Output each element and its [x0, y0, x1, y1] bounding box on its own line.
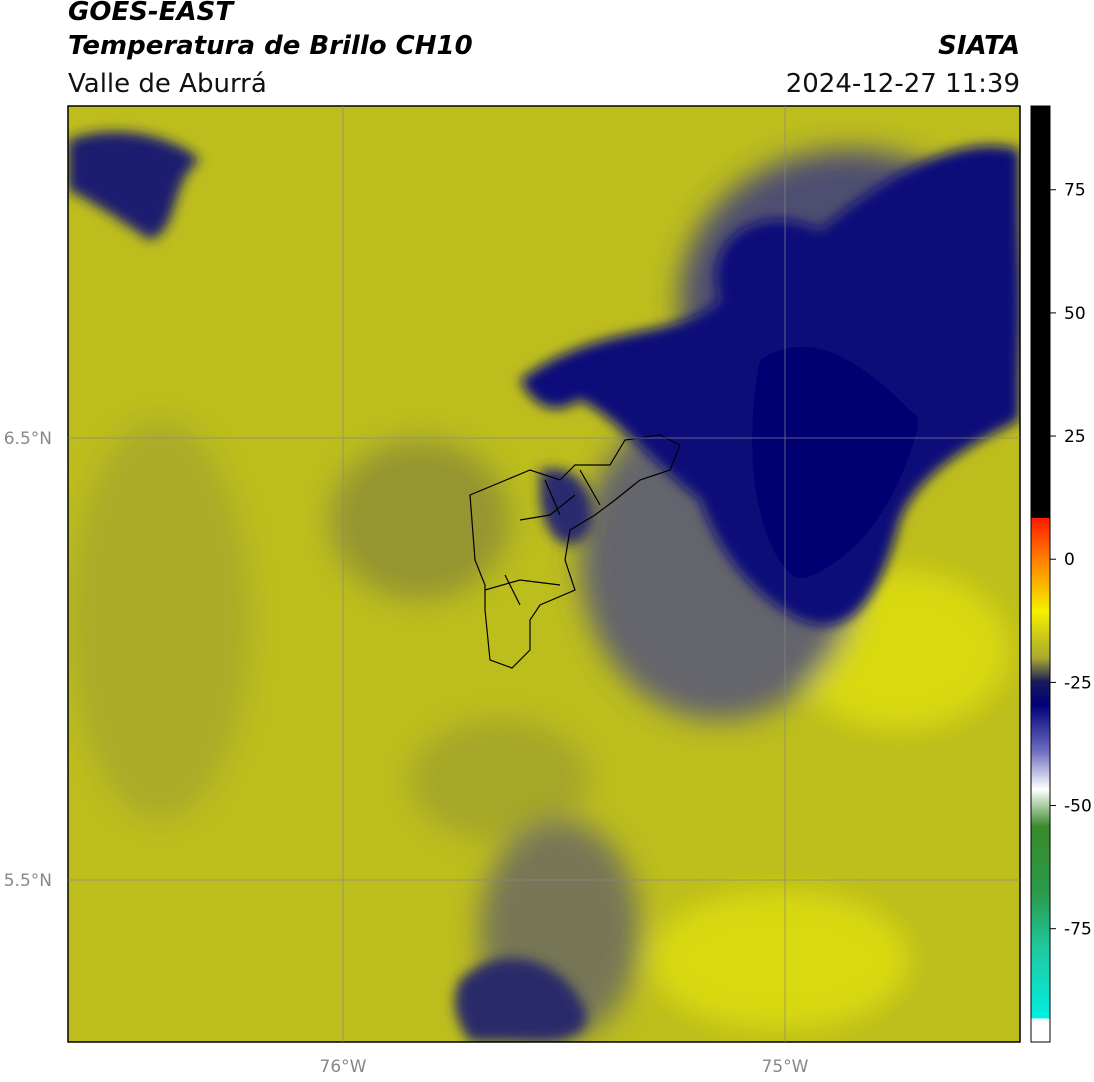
subtitle: Temperatura de Brillo CH10 [68, 31, 473, 61]
graticule [68, 106, 1020, 1042]
map-frame [67, 105, 1021, 1043]
datetime: 2024-12-27 11:39 [786, 69, 1020, 99]
source: SIATA [938, 31, 1020, 61]
lat-label: 6.5°N [4, 429, 52, 449]
colorbar-tick-label: -25 [1064, 673, 1092, 693]
colorbar-tick-label: 50 [1064, 304, 1086, 324]
lat-label: 5.5°N [4, 871, 52, 891]
lon-label: 75°W [762, 1057, 809, 1077]
colorbar-tick-label: 0 [1064, 550, 1075, 570]
satellite-field [68, 106, 1020, 1042]
title: GOES-EAST [68, 0, 235, 27]
colorbar-tick-label: 25 [1064, 427, 1086, 447]
region: Valle de Aburrá [68, 69, 267, 99]
lon-label: 76°W [320, 1057, 367, 1077]
colorbar-tick-label: 75 [1064, 181, 1086, 201]
colorbar-tick-label: -50 [1064, 797, 1092, 817]
colorbar-tick-label: -75 [1064, 920, 1092, 940]
colorbar [1030, 105, 1051, 1043]
